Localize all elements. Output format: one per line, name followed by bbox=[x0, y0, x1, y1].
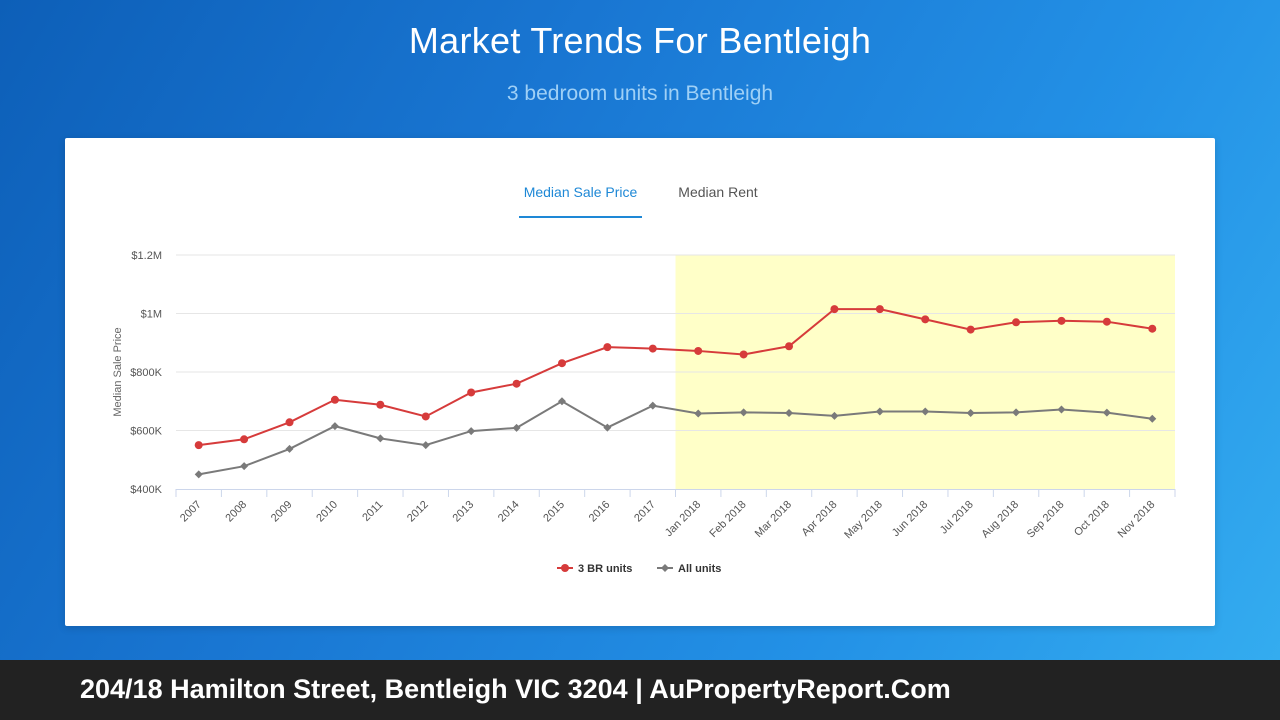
legend-marker bbox=[661, 564, 669, 572]
x-tick-label: Apr 2018 bbox=[799, 499, 839, 539]
line-chart: $400K $600K $800K $1M $1.2M 2007 2008 2009 2010 2… bbox=[112, 250, 1176, 575]
data-point bbox=[421, 441, 430, 450]
x-tick-label: Jul 2018 bbox=[938, 499, 976, 537]
data-point bbox=[785, 408, 794, 417]
page-title: Market Trends For Bentleigh bbox=[408, 20, 872, 61]
x-tick-label: 2007 bbox=[178, 499, 204, 525]
x-tick-label: Oct 2018 bbox=[1072, 499, 1112, 539]
x-tick-label: Aug 2018 bbox=[979, 499, 1021, 541]
y-tick-label: $800K bbox=[130, 367, 162, 379]
data-point bbox=[921, 315, 930, 324]
x-tick-label: 2014 bbox=[496, 499, 522, 525]
x-tick-label: 2009 bbox=[269, 499, 295, 525]
data-point bbox=[1057, 316, 1066, 325]
data-point bbox=[739, 350, 748, 359]
data-point bbox=[1012, 318, 1021, 327]
legend-marker bbox=[561, 564, 569, 572]
data-point bbox=[512, 379, 521, 388]
data-point bbox=[648, 401, 657, 410]
data-point bbox=[557, 397, 566, 406]
x-tick-label: 2015 bbox=[541, 499, 567, 525]
data-point bbox=[830, 305, 839, 314]
data-point bbox=[1148, 324, 1157, 333]
x-tick-label: Nov 2018 bbox=[1116, 499, 1158, 541]
data-point bbox=[1102, 317, 1111, 326]
data-point bbox=[467, 427, 476, 436]
legend-label: All units bbox=[678, 563, 721, 575]
data-point bbox=[512, 423, 521, 432]
x-tick-label: 2008 bbox=[223, 499, 249, 525]
data-point bbox=[557, 359, 566, 368]
data-point bbox=[921, 407, 930, 416]
data-point bbox=[330, 395, 339, 404]
series-line-all-units bbox=[198, 400, 1153, 476]
data-point bbox=[240, 435, 249, 444]
tab-median-rent[interactable]: Median Rent bbox=[678, 184, 758, 200]
x-tick-label: Jan 2018 bbox=[663, 499, 703, 539]
data-point bbox=[603, 423, 612, 432]
data-point bbox=[376, 434, 385, 443]
data-point bbox=[285, 444, 294, 453]
data-point bbox=[966, 408, 975, 417]
tab-median-sale-price[interactable]: Median Sale Price bbox=[519, 182, 642, 218]
series-line-3-br-units bbox=[198, 308, 1153, 447]
y-tick-label: $1.2M bbox=[131, 250, 162, 262]
x-tick-label: 2011 bbox=[360, 499, 385, 524]
data-point bbox=[603, 343, 612, 352]
legend-label: 3 BR units bbox=[578, 563, 632, 575]
data-point bbox=[739, 408, 748, 417]
y-tick-label: $400K bbox=[130, 484, 162, 496]
data-point bbox=[240, 462, 249, 471]
data-point bbox=[330, 422, 339, 431]
data-point bbox=[966, 325, 975, 334]
x-tick-label: Feb 2018 bbox=[707, 499, 748, 540]
x-tick-label: May 2018 bbox=[842, 499, 885, 542]
data-point bbox=[376, 400, 385, 409]
x-tick-label: 2016 bbox=[587, 499, 613, 525]
data-point bbox=[467, 388, 476, 397]
x-tick-label: 2010 bbox=[314, 499, 340, 525]
data-point bbox=[785, 342, 794, 351]
y-tick-label: $1M bbox=[141, 309, 162, 321]
x-tick-label: Jun 2018 bbox=[890, 499, 930, 539]
data-point bbox=[830, 411, 839, 420]
data-point bbox=[875, 305, 884, 314]
data-point bbox=[1148, 414, 1157, 423]
data-point bbox=[421, 412, 430, 421]
data-point bbox=[194, 470, 203, 479]
x-tick-label: 2012 bbox=[405, 499, 431, 525]
x-tick-label: Mar 2018 bbox=[753, 499, 794, 540]
x-tick-label: Sep 2018 bbox=[1025, 499, 1067, 541]
x-tick-label: 2017 bbox=[632, 499, 658, 525]
data-point bbox=[194, 441, 203, 450]
data-point bbox=[285, 418, 294, 427]
page-subtitle: 3 bedroom units in Bentleigh bbox=[506, 82, 774, 105]
y-axis-title: Median Sale Price bbox=[112, 327, 124, 416]
data-point bbox=[694, 409, 703, 418]
data-point bbox=[1012, 408, 1021, 417]
tab-bar: Median Sale Price Median Rent bbox=[65, 182, 1215, 222]
data-point bbox=[648, 344, 657, 353]
chart-card: Median Sale Price Median Rent $400K $600K… bbox=[65, 138, 1215, 626]
data-point bbox=[1057, 405, 1066, 414]
data-point bbox=[1102, 408, 1111, 417]
x-tick-label: 2013 bbox=[450, 499, 476, 525]
footer-address: 204/18 Hamilton Street, Bentleigh VIC 32… bbox=[80, 674, 951, 704]
y-tick-label: $600K bbox=[130, 426, 162, 438]
footer-bar: 204/18 Hamilton Street, Bentleigh VIC 32… bbox=[0, 660, 1280, 720]
data-point bbox=[694, 346, 703, 355]
data-point bbox=[875, 407, 884, 416]
